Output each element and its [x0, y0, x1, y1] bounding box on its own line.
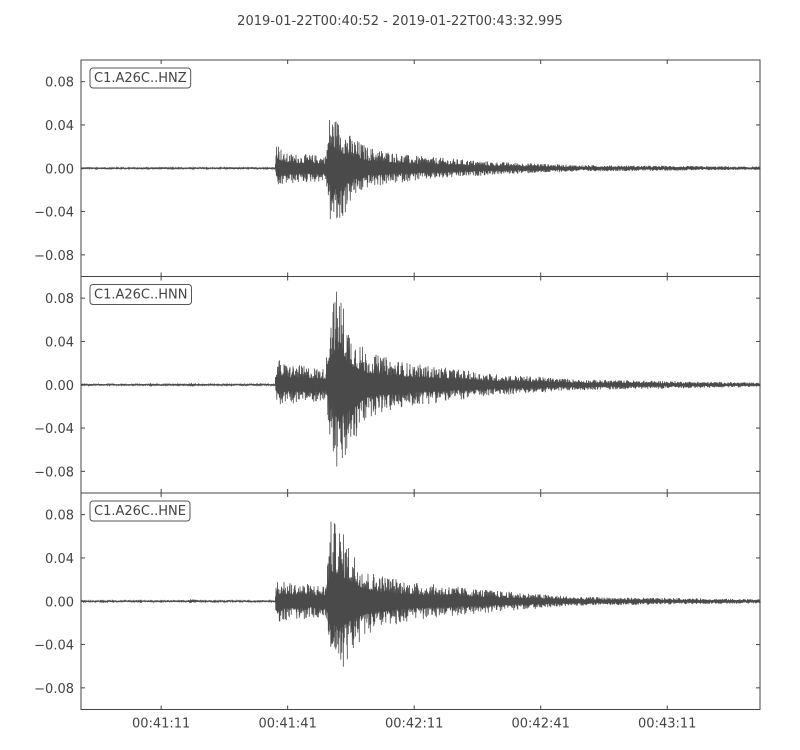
y-tick-label: 0.08: [45, 509, 74, 524]
x-tick-label: 00:43:11: [638, 717, 696, 732]
trace-label: C1.A26C..HNE: [89, 500, 191, 522]
y-tick-label: −0.04: [34, 206, 74, 221]
trace-label: C1.A26C..HNZ: [89, 67, 192, 89]
trace-label-box: [89, 284, 192, 305]
chart-title: 2019-01-22T00:40:52 - 2019-01-22T00:43:3…: [237, 14, 563, 29]
y-tick-label: −0.08: [34, 465, 74, 480]
x-tick-label: 00:41:11: [132, 717, 190, 732]
x-tick-label: 00:42:11: [385, 717, 443, 732]
y-tick-label: −0.04: [34, 639, 74, 654]
y-tick-label: 0.00: [45, 379, 74, 394]
y-tick-label: 0.04: [45, 552, 74, 567]
trace-label: C1.A26C..HNN: [89, 284, 192, 305]
x-tick-label: 00:42:41: [512, 717, 570, 732]
y-tick-label: −0.08: [34, 682, 74, 697]
x-tick-label: 00:41:41: [258, 717, 316, 732]
waveform-line: [80, 119, 761, 220]
waveform-line: [80, 291, 761, 467]
trace-label-box: [89, 67, 192, 89]
trace-panel: 0.08 0.04 0.00 −0.04 −0.08 C1.A26C..HNZ: [34, 59, 761, 277]
y-tick-label: −0.04: [34, 422, 74, 437]
trace-label-box: [89, 500, 191, 522]
y-tick-label: 0.08: [45, 76, 74, 91]
y-tick-label: 0.04: [45, 119, 74, 134]
trace-label-text: C1.A26C..HNE: [94, 504, 186, 519]
trace-label-text: C1.A26C..HNN: [94, 288, 187, 303]
y-tick-label: −0.08: [34, 249, 74, 264]
y-tick-label: 0.04: [45, 335, 74, 350]
y-tick-label: 0.00: [45, 595, 74, 610]
waveform-line: [80, 521, 761, 667]
trace-label-text: C1.A26C..HNZ: [94, 71, 187, 86]
y-tick-label: 0.08: [45, 292, 74, 307]
trace-panel: 0.08 0.04 0.00 −0.04 −0.08 C1.A26C..HNN: [34, 276, 761, 494]
trace-panel: 0.08 0.04 0.00 −0.04 −0.08 C1.A26C..HNE: [34, 492, 761, 710]
y-tick-label: 0.00: [45, 162, 74, 177]
